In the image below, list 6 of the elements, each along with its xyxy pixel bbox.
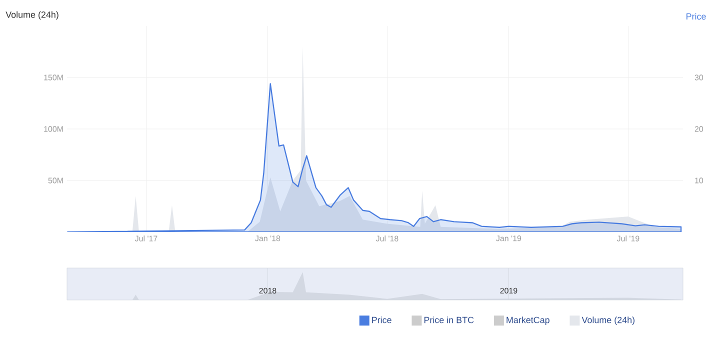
legend-label: Price: [372, 316, 392, 324]
legend-label: Price in BTC: [424, 316, 474, 324]
legend-label: MarketCap: [506, 316, 550, 325]
y-axis-title: Volume (24h): [6, 11, 58, 20]
legend-label: Volume (24h): [582, 316, 634, 325]
y2-axis-title: Price: [686, 13, 706, 20]
